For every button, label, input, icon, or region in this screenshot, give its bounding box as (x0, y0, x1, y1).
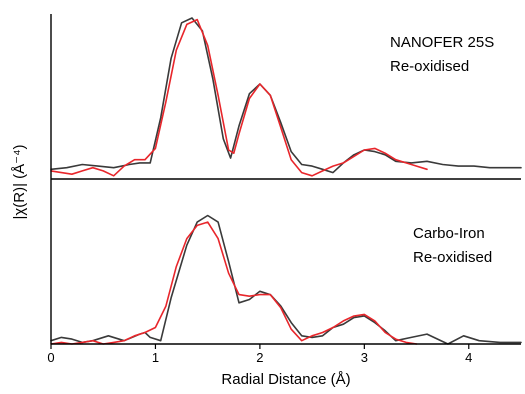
bottom-panel: Carbo-Iron Re-oxidised (50, 214, 522, 345)
x-axis-title: Radial Distance (Å) (221, 371, 350, 388)
panel-label-line: NANOFER 25S (390, 34, 494, 51)
panel-label-line: Re-oxidised (413, 249, 492, 266)
x-tick-label: 3 (361, 350, 368, 365)
red-series (50, 221, 418, 345)
panel-label-line: Carbo-Iron (413, 225, 485, 242)
x-tick-label: 1 (152, 350, 159, 365)
x-tick-label: 0 (47, 350, 54, 365)
top-panel: NANOFER 25S Re-oxidised (50, 17, 522, 177)
x-tick-label: 4 (465, 350, 472, 365)
axes: 0 1 2 3 4 (47, 14, 521, 365)
red-series (50, 18, 428, 177)
x-tick-label: 2 (256, 350, 263, 365)
y-axis-title: |χ(R)| (Å⁻⁴) (11, 144, 28, 219)
panel-label-line: Re-oxidised (390, 58, 469, 75)
